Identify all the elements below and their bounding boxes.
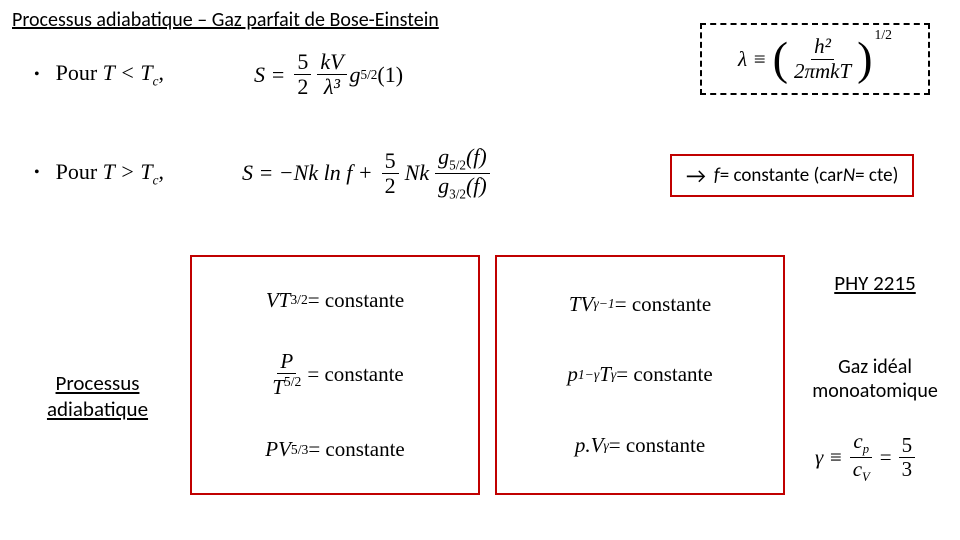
eq-tv-gamma: TVγ−1 = constante [569,292,711,317]
two-1: 2 [294,75,311,99]
gamma-definition: γ ≡ cp cV = 5 3 [815,430,918,485]
f-text-4: = cte) [855,164,898,187]
f-text-2: = constante (car [720,164,843,187]
bullet-icon: • [34,66,40,84]
lambda-definition-box: λ ≡ ( h² 2πmkT ) 1/2 [700,23,930,95]
lambda-lhs: λ ≡ [738,47,767,72]
top-g-arg: (f) [466,144,487,169]
top-g: g [438,144,449,169]
gamma-lhs: γ ≡ [815,445,843,470]
arrow-icon: → [686,162,706,189]
g-sub-1: 5/2 [361,67,378,83]
pour-prefix-1: Pour [56,60,103,85]
eq-pv53: PV5/3 = constante [265,437,405,462]
g-1: g [350,62,361,88]
eq-pt-gamma: p1−γTγ = constante [567,362,712,387]
five-1: 5 [294,50,311,75]
bot-g-arg: (f) [466,173,487,198]
f-constant-box: → f = constante (car N = cte) [670,154,914,197]
lambda-num: h² [811,35,834,59]
comma-2: , [158,159,164,184]
lambda-exp: 1/2 [875,27,892,43]
lambda-den: 2πmkT [791,60,854,83]
eq-p-over-t52: P T5/2 = constante [266,350,404,399]
Nk: Nk [405,160,429,186]
gamma-eq-sign: = [880,445,892,470]
S-eq-1: S = [254,62,285,88]
eq-vt32: VT3/2 = constante [266,288,404,313]
N-var: N [843,164,855,187]
entropy-below-tc: • Pour T < Tc, S = 5 2 kV λ³ g5/2(1) [34,50,403,99]
two-2: 2 [382,174,399,198]
S-eq-2: S = −Nk ln f + [242,160,373,186]
five-2: 5 [382,149,399,174]
bot-g: g [438,173,449,198]
g-arg-1: (1) [377,62,403,88]
cond-2: T > T [103,159,153,184]
processus-adiabatique-label: Processus adiabatique [20,370,175,422]
kv-num: kV [317,50,346,75]
bullet-icon-2: • [34,164,40,182]
eq-pv-gamma: p.Vγ = constante [575,433,705,458]
entropy-above-tc: • Pour T > Tc, S = −Nk ln f + 5 2 Nk g5/… [34,145,493,202]
cond-1: T < T [103,60,153,85]
adiabatic-bose-box: VT3/2 = constante P T5/2 = constante PV5… [190,255,480,495]
comma-1: , [158,60,164,85]
ideal-gas-label: Gaz idéal monoatomique [800,355,950,403]
kv-den: λ³ [321,75,343,99]
slide-title: Processus adiabatique – Gaz parfait de B… [12,8,439,32]
bot-g-sub: 3/2 [449,186,466,201]
pour-prefix-2: Pour [56,159,103,184]
top-g-sub: 5/2 [449,157,466,172]
course-label: PHY 2215 [810,270,940,296]
lambda-paren-group: ( h² 2πmkT ) [773,35,873,82]
adiabatic-ideal-box: TVγ−1 = constante p1−γTγ = constante p.V… [495,255,785,495]
